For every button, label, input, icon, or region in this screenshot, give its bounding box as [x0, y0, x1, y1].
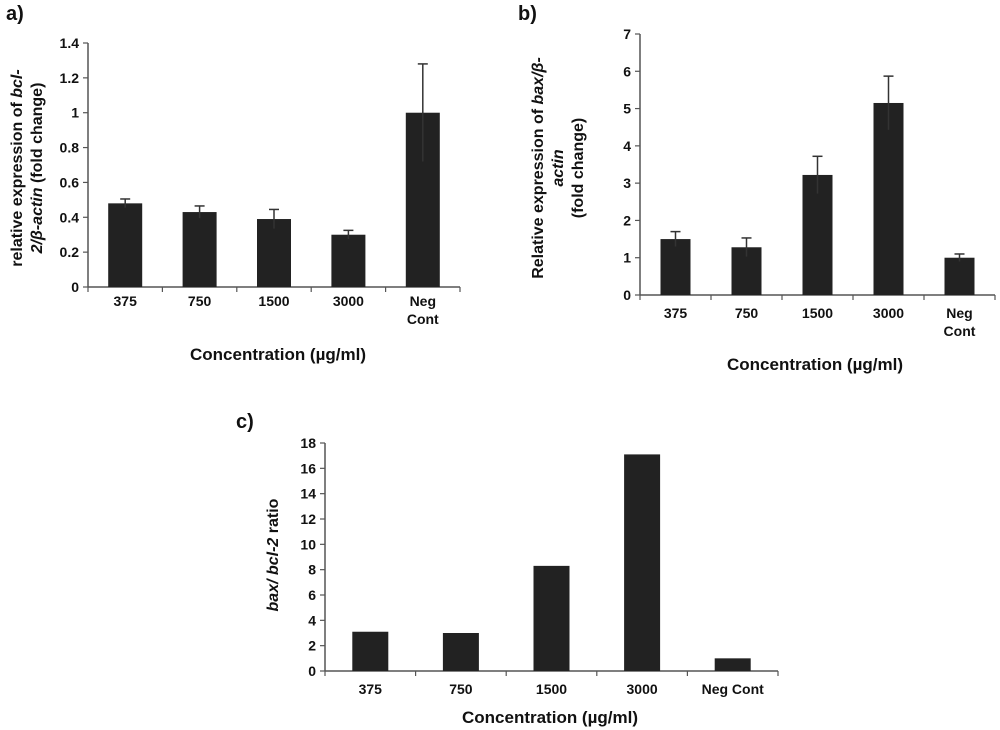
x-tick-label: 3000 — [873, 305, 904, 321]
bar — [331, 234, 366, 287]
x-tick-label: 750 — [735, 305, 759, 321]
y-tick-label: 8 — [308, 562, 316, 578]
x-tick-label: 1500 — [802, 305, 833, 321]
bar — [108, 203, 143, 287]
y-tick-label: 4 — [623, 138, 631, 154]
chart-panel-a: a) 0 0.2 0.4 0.6 0.8 1 1.2 1.4 375 750 1500 3000 Neg C… — [6, 3, 461, 364]
x-tick-label: 375 — [114, 293, 138, 309]
bar — [714, 658, 751, 671]
bar — [660, 239, 691, 295]
bar — [944, 257, 975, 295]
x-tick-label: 1500 — [258, 293, 289, 309]
bar — [352, 631, 389, 671]
x-tick-label: 3000 — [627, 681, 658, 697]
chart-panel-c: c) 0 2 4 6 8 10 12 14 16 18 375 750 1500 3000 Neg Cont C… — [236, 411, 779, 727]
panel-label: c) — [236, 411, 254, 433]
y-tick-label: 6 — [308, 587, 316, 603]
y-tick-label: 16 — [300, 460, 316, 476]
bar — [442, 633, 479, 671]
y-tick-label: 1 — [623, 250, 631, 266]
y-axis-title: relative expression of bcl-2/β-actin (fo… — [9, 69, 46, 266]
x-tick-label: 3000 — [333, 293, 364, 309]
y-tick-label: 14 — [300, 486, 316, 502]
y-tick-label: 6 — [623, 63, 631, 79]
y-tick-label: 4 — [308, 612, 316, 628]
y-tick-label: 1 — [71, 105, 79, 121]
y-tick-label: 0.8 — [60, 140, 80, 156]
x-tick-label: Neg Cont — [702, 681, 765, 697]
bar — [624, 454, 661, 671]
y-tick-label: 0 — [623, 287, 631, 303]
x-tick-label: 375 — [664, 305, 688, 321]
x-tick-label: 750 — [188, 293, 212, 309]
y-tick-label: 1.2 — [60, 70, 80, 86]
chart-panel-b: b) 0 1 2 3 4 5 6 7 375 750 1500 3000 Neg Cont Concentra… — [518, 3, 996, 374]
panel-label: a) — [6, 3, 24, 25]
panel-label: b) — [518, 3, 537, 25]
y-tick-label: 3 — [623, 175, 631, 191]
bar — [873, 102, 904, 295]
y-axis-title: bax/ bcl-2 ratio — [265, 498, 282, 611]
bar — [533, 565, 570, 671]
y-tick-label: 0.6 — [60, 174, 80, 190]
y-tick-label: 0 — [71, 279, 79, 295]
y-tick-label: 0 — [308, 663, 316, 679]
y-tick-label: 2 — [308, 638, 316, 654]
x-axis-title: Concentration (µg/ml) — [462, 708, 638, 727]
x-tick-label: Neg Cont — [944, 305, 976, 339]
x-tick-label: 375 — [359, 681, 383, 697]
y-tick-label: 0.2 — [60, 244, 80, 260]
y-tick-label: 2 — [623, 212, 631, 228]
bar — [257, 219, 291, 287]
y-tick-label: 5 — [623, 101, 631, 117]
bar — [802, 174, 833, 295]
y-tick-label: 12 — [300, 511, 316, 527]
y-tick-label: 0.4 — [60, 209, 80, 225]
x-axis-title: Concentration (µg/ml) — [190, 345, 366, 364]
y-tick-label: 1.4 — [60, 35, 80, 51]
y-tick-label: 18 — [300, 435, 316, 451]
x-tick-label: Neg Cont — [407, 293, 439, 327]
y-tick-label: 7 — [623, 26, 631, 42]
x-axis-title: Concentration (µg/ml) — [727, 355, 903, 374]
bar — [182, 212, 217, 287]
y-tick-label: 10 — [300, 536, 316, 552]
x-tick-label: 750 — [449, 681, 473, 697]
x-tick-label: 1500 — [536, 681, 567, 697]
y-axis-title: Relative expression of bax/β-actin (fold … — [530, 57, 587, 279]
